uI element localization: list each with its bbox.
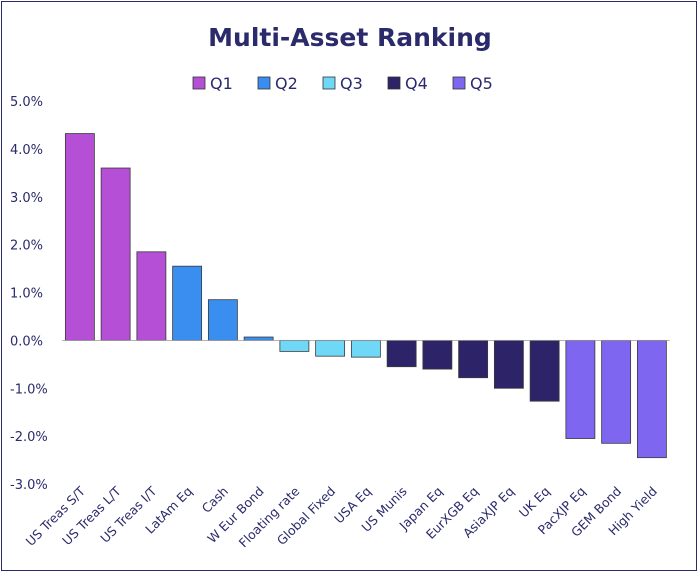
y-tick-label: -3.0% <box>10 478 48 493</box>
x-axis-labels: US Treas S/TUS Treas L/TUS Treas I/TLatA… <box>23 483 660 550</box>
bar-us-treas-l-t <box>100 167 131 341</box>
bar-asiaxjp-eq <box>493 339 524 389</box>
chart-title: Multi-Asset Ranking <box>208 23 492 52</box>
legend-label-q5: Q5 <box>470 74 493 93</box>
bar-usa-eq <box>350 339 381 358</box>
legend: Q1 Q2 Q3 Q4 Q5 <box>192 74 493 93</box>
legend-swatch-q4 <box>387 76 401 90</box>
y-tick-label: 2.0% <box>10 239 43 254</box>
bar-gem-bond <box>601 339 632 444</box>
y-tick-label: 4.0% <box>10 143 43 158</box>
bar-eurxgb-eq <box>458 339 489 379</box>
bar-us-munis <box>386 339 417 368</box>
legend-label-q1: Q1 <box>210 74 233 93</box>
y-tick-label: 1.0% <box>10 287 43 302</box>
bar-cash <box>207 299 238 341</box>
bar-japan-eq <box>422 339 453 370</box>
bar-latam-eq <box>172 265 203 341</box>
y-tick-label: -1.0% <box>10 382 48 397</box>
y-tick-label: -2.0% <box>10 430 48 445</box>
legend-label-q2: Q2 <box>275 74 298 93</box>
x-tick-label: Cash <box>199 484 231 516</box>
y-tick-label: 5.0% <box>10 95 43 110</box>
bar-global-fixed <box>315 339 346 357</box>
bar-w-eur-bond <box>243 336 274 341</box>
bar-uk-eq <box>529 339 560 402</box>
bar-floating-rate <box>279 339 310 352</box>
bar-us-treas-i-t <box>136 251 167 341</box>
bars <box>64 133 667 459</box>
legend-swatch-q2 <box>257 76 271 90</box>
legend-label-q4: Q4 <box>405 74 428 93</box>
legend-label-q3: Q3 <box>340 74 363 93</box>
bar-high-yield <box>636 339 667 459</box>
legend-swatch-q3 <box>322 76 336 90</box>
y-tick-label: 3.0% <box>10 191 43 206</box>
y-axis: 5.0% 4.0% 3.0% 2.0% 1.0% 0.0% -1.0% -2.0% -3.0% <box>10 95 48 493</box>
bar-pacxjp-eq <box>565 339 596 439</box>
y-tick-label: 0.0% <box>10 334 43 349</box>
bar-us-treas-s-t <box>64 133 95 341</box>
legend-swatch-q1 <box>192 76 206 90</box>
legend-swatch-q5 <box>452 76 466 90</box>
